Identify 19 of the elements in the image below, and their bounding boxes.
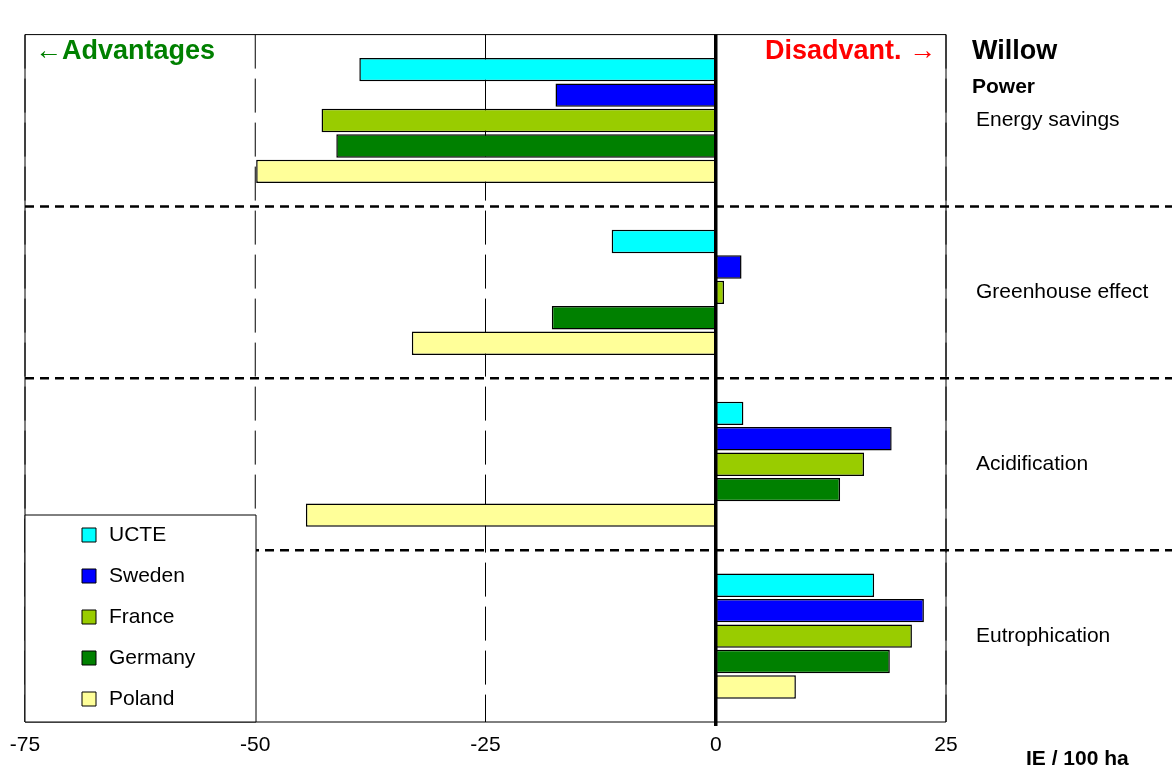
x-tick-label: 0	[709, 732, 722, 756]
x-tick-label: -50	[240, 732, 271, 756]
text: Power	[972, 73, 1036, 97]
y-tick-label: Greenhouse effect	[976, 279, 1149, 303]
legend-label: France	[109, 603, 175, 627]
legend-label: Poland	[109, 685, 175, 709]
legend-label: UCTE	[109, 521, 167, 545]
x-tick-label: -75	[9, 732, 41, 756]
x-tick-label: -25	[470, 732, 501, 756]
text: Willow	[972, 35, 1059, 66]
legend-label: Sweden	[109, 562, 185, 586]
x-tick-label: 25	[934, 732, 958, 756]
legend-label: Germany	[109, 644, 196, 668]
y-tick-label: Acidification	[976, 451, 1089, 475]
annotation: ←Advantages	[35, 35, 216, 66]
y-tick-label: Energy savings	[976, 107, 1120, 131]
annotation: Disadvant. →	[764, 35, 936, 66]
x-axis-title: IE / 100 ha	[1026, 745, 1130, 769]
y-tick-label: Eutrophication	[976, 622, 1111, 646]
